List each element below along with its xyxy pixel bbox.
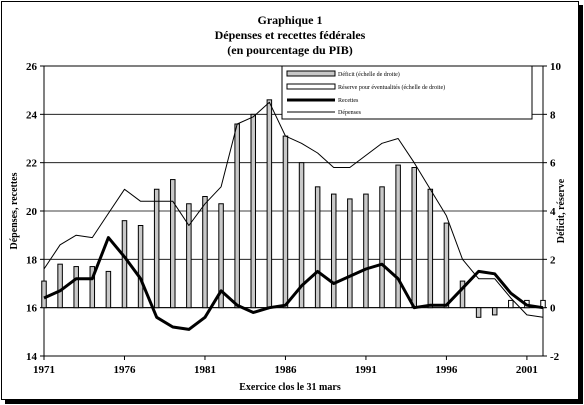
y-left-tick-label: 20 <box>26 206 38 218</box>
legend-label-deficit: Déficit (échelle de droite) <box>338 71 400 78</box>
bar-series-0 <box>379 186 385 309</box>
y-left-tick-label: 24 <box>26 109 38 121</box>
bar-series-0 <box>443 222 450 309</box>
bar-series-0 <box>314 186 321 309</box>
revenue-line <box>43 236 544 331</box>
y-right-tick-label: 8 <box>550 109 556 121</box>
chart-subtitle-2: (en pourcentage du PIB) <box>227 43 352 57</box>
y-left-tick-label: 22 <box>26 158 38 170</box>
legend-label-expenditure: Dépenses <box>338 110 362 116</box>
bar-series-0 <box>137 225 144 309</box>
y-right-tick-label: 0 <box>550 303 556 315</box>
x-tick-label: 1976 <box>113 364 136 376</box>
y-right-tick-label: 10 <box>550 61 562 73</box>
chart-frame: Graphique 1 Dépenses et recettes fédéral… <box>1 1 579 400</box>
bar-series-0 <box>491 307 498 316</box>
y-axis-label-left: Dépenses, recettes <box>9 172 20 249</box>
x-tick-label: 1991 <box>355 364 377 376</box>
bar-series-0 <box>475 307 482 318</box>
bar-series-0 <box>459 280 466 309</box>
bar-series-0 <box>170 179 176 309</box>
x-tick-label: 1971 <box>33 364 55 376</box>
legend-label-reserve: Réserve pour éventualités (échelle de dr… <box>338 84 445 91</box>
bar-series-0 <box>218 203 224 309</box>
chart-title: Graphique 1 <box>257 13 322 27</box>
chart-subtitle: Dépenses et recettes fédérales <box>215 28 366 42</box>
bar-series-0 <box>266 99 273 309</box>
y-left-tick-label: 26 <box>26 61 38 73</box>
bar-series-0 <box>363 193 369 309</box>
y-axis-label-right: Déficit, réserve <box>556 178 567 243</box>
bar-series-0 <box>282 135 289 309</box>
x-tick-label: 2001 <box>516 364 538 376</box>
bar-series-0 <box>153 188 160 309</box>
expenditure-line <box>43 101 544 318</box>
bar-series-0 <box>427 188 434 309</box>
y-left-tick-label: 16 <box>26 303 38 315</box>
bar-series-0 <box>347 198 353 309</box>
y-left-tick-label: 14 <box>26 351 38 363</box>
bar-series-1 <box>508 299 514 309</box>
bar-series-0 <box>330 193 337 309</box>
y-right-tick-label: 2 <box>550 254 556 266</box>
bar-series-0 <box>89 266 96 309</box>
legend-label-revenue: Recettes <box>338 98 359 104</box>
bar-series-0 <box>73 266 79 309</box>
y-right-tick-label: -2 <box>550 351 560 363</box>
chart: Graphique 1 Dépenses et recettes fédéral… <box>9 13 567 393</box>
bar-series-0 <box>250 113 257 309</box>
bar-series-0 <box>298 162 305 309</box>
x-axis-label: Exercice clos le 31 mars <box>239 382 341 393</box>
bar-series-0 <box>57 263 63 309</box>
bar-series-0 <box>186 203 192 309</box>
y-right-tick-label: 6 <box>550 158 556 170</box>
bar-series-0 <box>105 270 112 309</box>
bar-series-0 <box>41 280 47 309</box>
bar-series-0 <box>234 123 240 309</box>
legend-swatch-deficit <box>286 70 336 77</box>
legend: Déficit (échelle de droite) Réserve pour… <box>281 65 533 120</box>
y-left-tick-label: 18 <box>26 254 38 266</box>
bar-series-0 <box>121 220 128 309</box>
x-tick-label: 1986 <box>274 364 297 376</box>
bar-series-0 <box>395 164 401 309</box>
y-right-tick-label: 4 <box>550 206 556 218</box>
bar-series-0 <box>202 196 208 309</box>
bar-series-0 <box>411 167 417 309</box>
x-tick-label: 1981 <box>194 364 216 376</box>
x-tick-label: 1996 <box>435 364 458 376</box>
legend-swatch-reserve <box>286 83 336 90</box>
